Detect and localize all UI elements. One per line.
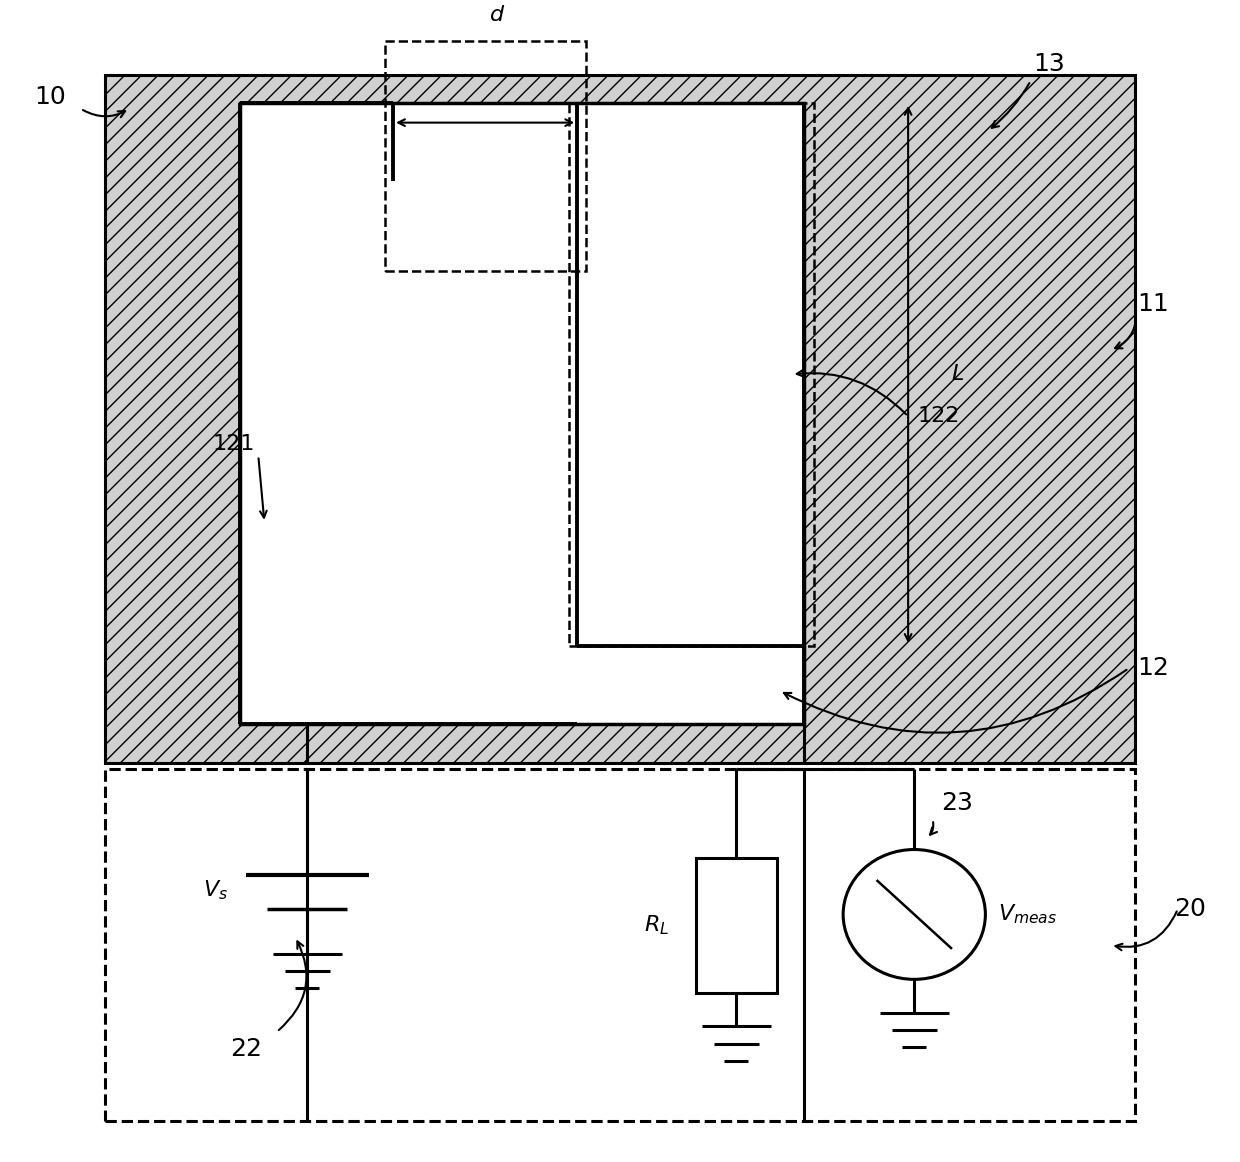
Bar: [568, 103, 813, 646]
Text: L: L: [951, 365, 963, 385]
Text: $R_L$: $R_L$: [645, 913, 670, 938]
Text: 12: 12: [1137, 657, 1169, 680]
FancyArrowPatch shape: [83, 110, 125, 117]
Circle shape: [843, 849, 986, 980]
Text: 10: 10: [33, 86, 66, 109]
Text: $V_{meas}$: $V_{meas}$: [998, 903, 1056, 926]
Text: 121: 121: [212, 435, 255, 454]
FancyArrowPatch shape: [1116, 911, 1177, 951]
Bar: [696, 859, 777, 992]
Text: 13: 13: [1033, 52, 1065, 76]
Text: $V_s$: $V_s$: [203, 878, 228, 902]
Bar: [105, 769, 1135, 1121]
FancyArrowPatch shape: [797, 370, 906, 415]
Text: 11: 11: [1137, 293, 1169, 316]
Text: 122: 122: [918, 407, 960, 426]
Text: d: d: [490, 5, 505, 24]
Text: 23: 23: [941, 790, 973, 815]
Bar: [105, 76, 1135, 763]
Text: 20: 20: [1174, 897, 1207, 920]
Bar: [384, 42, 585, 271]
FancyArrowPatch shape: [1115, 307, 1136, 349]
FancyArrowPatch shape: [930, 822, 937, 834]
Bar: [239, 103, 804, 724]
FancyArrowPatch shape: [992, 83, 1029, 128]
FancyArrowPatch shape: [784, 669, 1127, 733]
FancyArrowPatch shape: [279, 941, 306, 1031]
Text: 22: 22: [231, 1037, 262, 1061]
